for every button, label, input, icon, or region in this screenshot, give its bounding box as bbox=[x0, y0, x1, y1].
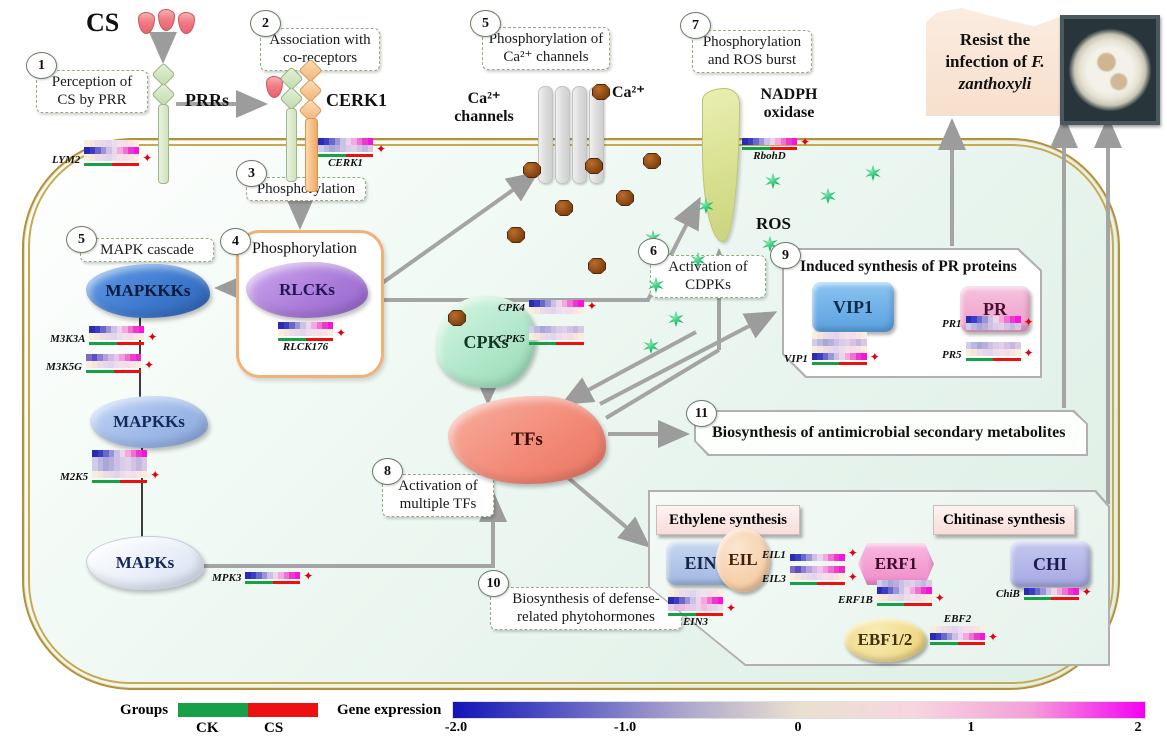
secondary-metabolites-box bbox=[694, 410, 1088, 456]
rlcks-node: RLCKs bbox=[246, 262, 368, 318]
prr-transmembrane-icon bbox=[286, 108, 297, 182]
groups-label: Groups bbox=[120, 702, 169, 718]
gene-EIL1: EIL1 ✦ bbox=[762, 546, 858, 561]
gene-ERF1B: ERF1B ✦ bbox=[838, 580, 945, 606]
gene-EIN3: ✦ EIN3 bbox=[668, 590, 736, 628]
step-11-circle: 11 bbox=[686, 400, 717, 427]
prr-transmembrane-icon bbox=[158, 104, 169, 184]
tick--1: -1.0 bbox=[613, 720, 637, 735]
step-4-circle: 4 bbox=[220, 228, 251, 255]
step-2-box: Association with co-receptors bbox=[260, 28, 380, 71]
chitosan-molecule-icon bbox=[138, 12, 155, 34]
banner-line3: zanthoxyli bbox=[958, 74, 1032, 94]
calcium-ion-icon bbox=[616, 190, 634, 206]
fungal-colony-photo bbox=[1060, 15, 1160, 125]
chi-node: CHI bbox=[1010, 541, 1090, 587]
calcium-ion-icon bbox=[643, 153, 661, 169]
gene-RLCK176: ✦ RLCK176 bbox=[278, 322, 346, 353]
step-9-title: Induced synthesis of PR proteins bbox=[800, 258, 1017, 275]
tick-1: 1 bbox=[967, 720, 975, 735]
step-3-circle: 3 bbox=[236, 160, 267, 187]
nadph-oxidase-label: NADPH oxidase bbox=[760, 86, 818, 121]
ca-ion-label: Ca²⁺ bbox=[612, 84, 645, 101]
step-1-circle: 1 bbox=[26, 52, 57, 79]
step-7-circle: 7 bbox=[680, 12, 711, 39]
gene-VIP1: VIP1 ✦ bbox=[784, 332, 880, 365]
chitosan-molecule-icon bbox=[178, 12, 195, 34]
tfs-node: TFs bbox=[448, 396, 606, 484]
colony-image bbox=[1066, 21, 1154, 119]
gene-M3K5G: M3K5G ✦ bbox=[46, 354, 154, 373]
tick--2: -2.0 bbox=[444, 720, 468, 735]
ca-channels-label: Ca²⁺ channels bbox=[454, 90, 514, 125]
cerk1-label: CERK1 bbox=[326, 90, 388, 110]
tick-2: 2 bbox=[1134, 720, 1142, 735]
gene-CPK4: CPK4 ✦ bbox=[498, 299, 597, 314]
bound-chitosan-icon bbox=[266, 76, 283, 98]
gene-PR5: PR5 ✦ bbox=[942, 342, 1034, 361]
cerk1-kinase-icon bbox=[305, 118, 318, 192]
step-9-circle: 9 bbox=[770, 242, 801, 269]
step-6-box: Activation of CDPKs bbox=[650, 255, 766, 298]
step-7-box: Phosphorylation and ROS burst bbox=[692, 30, 812, 73]
ethylene-synthesis-ribbon: Ethylene synthesis bbox=[656, 505, 800, 535]
step-8-box: Activation of multiple TFs bbox=[382, 474, 494, 517]
step-5-ca-circle: 5 bbox=[470, 10, 501, 37]
step-5-mapk-circle: 5 bbox=[66, 226, 97, 253]
chitinase-synthesis-ribbon: Chitinase synthesis bbox=[933, 505, 1075, 535]
gene-expression-label: Gene expression bbox=[337, 702, 442, 718]
calcium-channel-icon bbox=[538, 86, 604, 184]
expression-colorbar bbox=[452, 701, 1146, 719]
tick-0: 0 bbox=[794, 720, 802, 735]
step-1-box: Perception of CS by PRR bbox=[36, 70, 148, 113]
step-5-mapk-box: MAPK cascade bbox=[80, 238, 214, 263]
step-11-title: Biosynthesis of antimicrobial secondary … bbox=[712, 424, 1066, 441]
step-4-label: Phosphorylation bbox=[252, 240, 357, 257]
gene-ChiB: ChiB ✦ bbox=[996, 585, 1092, 600]
mapkkks-node: MAPKKKs bbox=[86, 264, 210, 318]
prrs-label: PRRs bbox=[185, 90, 229, 110]
gene-MPK3: MPK3 ✦ bbox=[212, 569, 314, 584]
calcium-ion-icon bbox=[507, 227, 525, 243]
calcium-ion-icon bbox=[555, 200, 573, 216]
mapkks-node: MAPKKs bbox=[90, 396, 208, 448]
ros-label: ROS bbox=[756, 214, 791, 233]
vip1-node: VIP1 bbox=[812, 282, 894, 332]
step-6-circle: 6 bbox=[638, 238, 669, 265]
mapks-node: MAPKs bbox=[86, 536, 204, 590]
calcium-ion-icon bbox=[448, 310, 466, 326]
gene-PR1: PR1 ✦ bbox=[942, 315, 1034, 330]
gene-CPK5: CPK5 bbox=[498, 326, 584, 345]
ck-swatch bbox=[178, 703, 248, 717]
gene-LYM2: LYM2 ✦ bbox=[52, 140, 152, 166]
step-5-ca-box: Phosphorylation of Ca²⁺ channels bbox=[482, 27, 610, 70]
gene-CERK1: ✦ CERK1 bbox=[318, 138, 386, 169]
cs-swatch bbox=[248, 703, 318, 717]
banner-line2: infection of F. bbox=[945, 51, 1045, 71]
chitosan-molecule-icon bbox=[158, 9, 175, 31]
calcium-ion-icon bbox=[588, 258, 606, 274]
ebf12-node: EBF1/2 bbox=[844, 618, 926, 662]
erf1-node: ERF1 bbox=[858, 543, 934, 585]
calcium-ion-icon bbox=[523, 162, 541, 178]
gene-M2K5: M2K5 ✦ bbox=[60, 450, 160, 483]
banner-line1: Resist the bbox=[959, 29, 1031, 49]
gene-M3K3A: M3K3A ✦ bbox=[50, 326, 157, 345]
calcium-ion-icon bbox=[592, 84, 610, 100]
step-10-box: Biosynthesis of defense-related phytohor… bbox=[490, 587, 682, 630]
gene-RbohD: ✦ RbohD bbox=[742, 136, 810, 162]
gene-EIL3: EIL3 ✦ bbox=[762, 566, 858, 585]
gene-EBF2: ✦ EBF2 bbox=[930, 614, 998, 645]
step-10-circle: 10 bbox=[478, 570, 509, 597]
cs-label-legend: CS bbox=[264, 720, 284, 736]
eil-node: EIL bbox=[716, 528, 770, 592]
ck-label: CK bbox=[196, 720, 219, 736]
calcium-ion-icon bbox=[585, 158, 603, 174]
cs-label: CS bbox=[86, 8, 120, 37]
step-8-circle: 8 bbox=[372, 458, 403, 485]
resist-infection-banner: Resist the infection of F. zanthoxyli bbox=[926, 8, 1064, 116]
step-2-circle: 2 bbox=[250, 10, 281, 37]
